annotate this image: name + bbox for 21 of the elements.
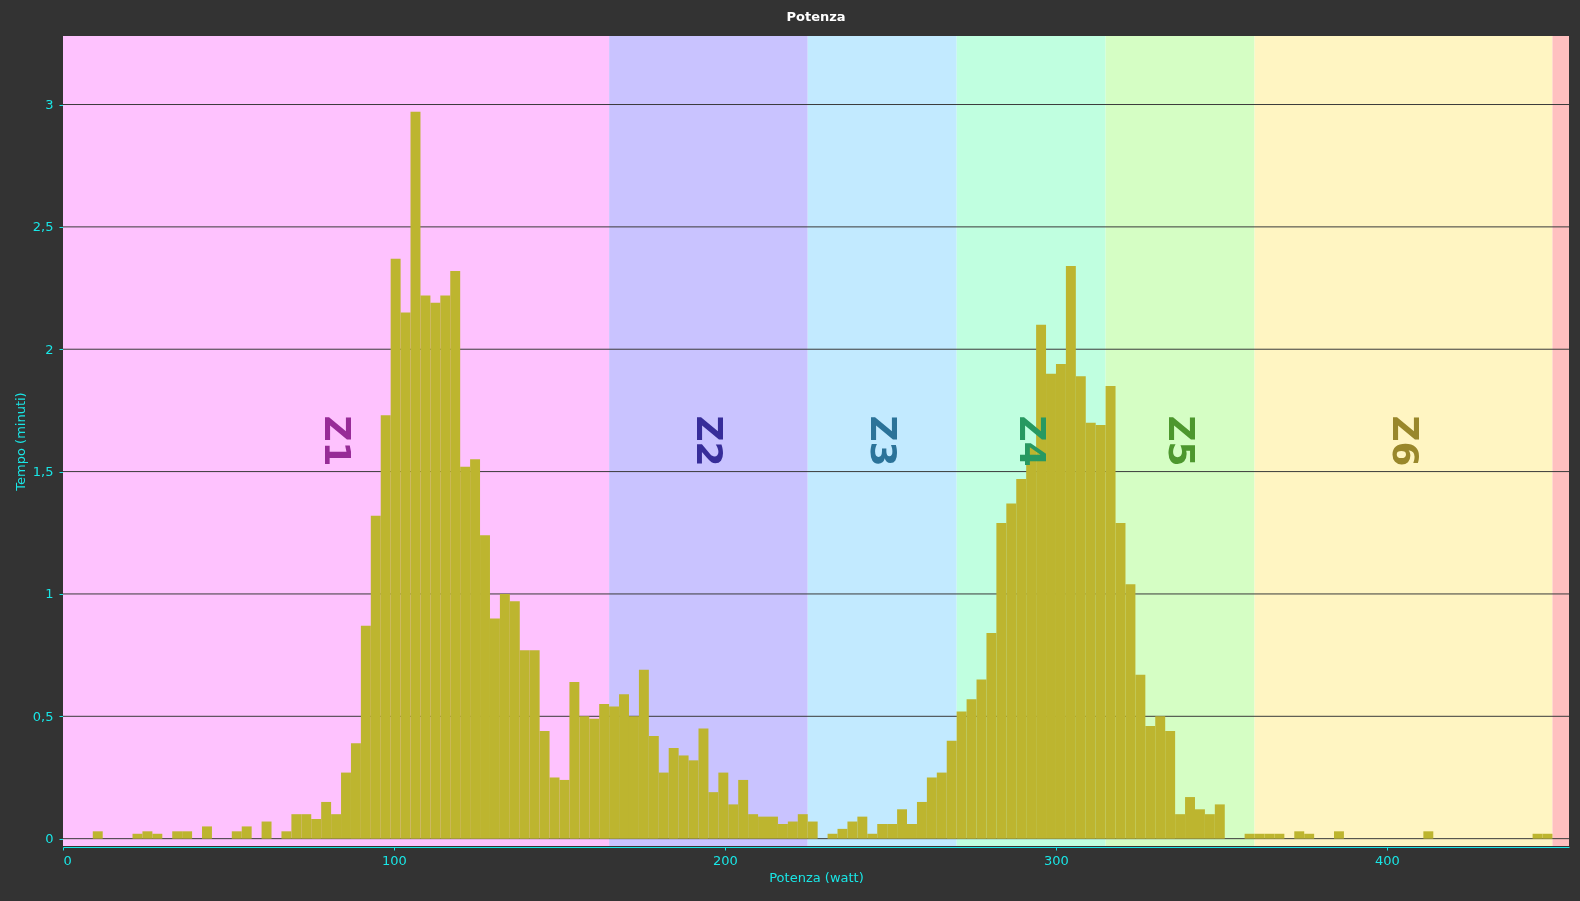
y-tick-label: 2 bbox=[45, 341, 54, 357]
band-label: Z6 bbox=[1384, 415, 1426, 467]
x-tick-label: 300 bbox=[1044, 852, 1069, 868]
x-tick-label: 200 bbox=[713, 852, 738, 868]
y-tick-label: 1,5 bbox=[32, 464, 54, 480]
band-label: Z3 bbox=[863, 415, 905, 467]
band-label: Z2 bbox=[689, 415, 731, 467]
x-axis-title: Potenza (watt) bbox=[769, 869, 864, 885]
y-tick-label: 2,5 bbox=[32, 219, 54, 235]
x-tick-label: 400 bbox=[1375, 852, 1400, 868]
y-tick-label: 3 bbox=[45, 97, 54, 113]
x-tick-label: 0 bbox=[63, 852, 72, 868]
y-tick-label: 0 bbox=[45, 831, 54, 847]
band-label: Z1 bbox=[317, 415, 359, 467]
x-tick-label: 100 bbox=[382, 852, 407, 868]
chart-title: Potenza bbox=[786, 9, 846, 24]
band-label: Z5 bbox=[1161, 415, 1203, 467]
y-axis-title: Tempo (minuti) bbox=[12, 392, 28, 492]
y-tick-label: 0,5 bbox=[32, 708, 54, 724]
band-label: Z4 bbox=[1012, 415, 1054, 467]
y-tick-label: 1 bbox=[45, 586, 54, 602]
